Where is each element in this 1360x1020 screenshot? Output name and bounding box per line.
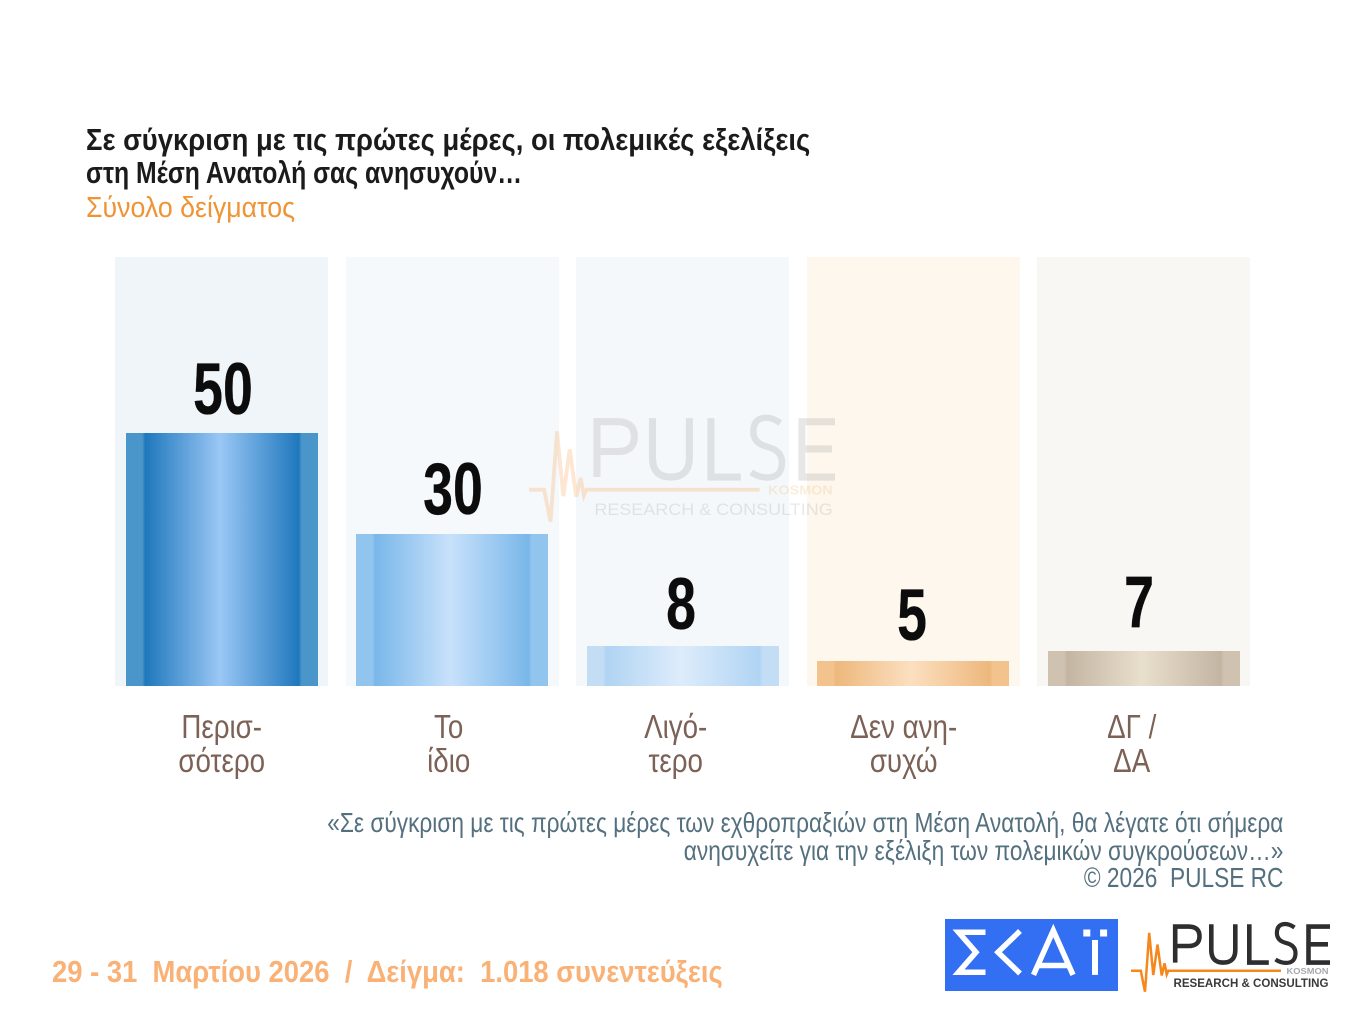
- svg-text:RESEARCH & CONSULTING: RESEARCH & CONSULTING: [1174, 976, 1329, 990]
- svg-text:KOSMON: KOSMON: [768, 482, 833, 497]
- svg-text:KOSMON: KOSMON: [1287, 966, 1329, 976]
- svg-text:RESEARCH & CONSULTING: RESEARCH & CONSULTING: [594, 500, 832, 518]
